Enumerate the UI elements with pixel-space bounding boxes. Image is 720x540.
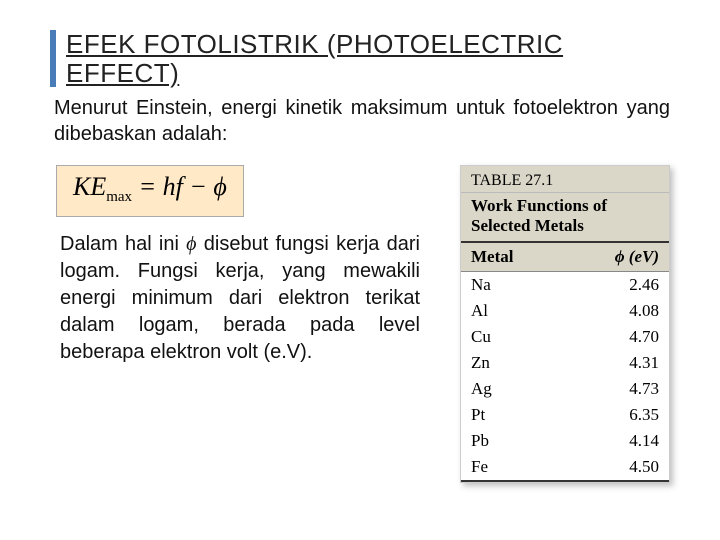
content-row: KEmax = hf − ϕ Dalam hal ini ϕ disebut f…: [50, 165, 670, 483]
table-row: Pb4.14: [461, 428, 669, 454]
slide-page: EFEK FOTOLISTRIK (PHOTOELECTRIC EFFECT) …: [0, 0, 720, 503]
title-line1: EFEK FOTOLISTRIK (PHOTOELECTRIC: [66, 29, 563, 59]
table-row: Zn4.31: [461, 350, 669, 376]
cell-phi: 4.31: [564, 350, 670, 376]
left-column: KEmax = hf − ϕ Dalam hal ini ϕ disebut f…: [50, 165, 420, 366]
cell-phi: 4.50: [564, 454, 670, 481]
table-row: Pt6.35: [461, 402, 669, 428]
cell-metal: Ag: [461, 376, 564, 402]
cell-metal: Pt: [461, 402, 564, 428]
cell-phi: 2.46: [564, 272, 670, 299]
cell-metal: Fe: [461, 454, 564, 481]
formula-sub: max: [106, 189, 132, 205]
table-number: TABLE 27.1: [461, 166, 669, 193]
body-paragraph: Dalam hal ini ϕ disebut fungsi kerja dar…: [60, 231, 420, 366]
table-row: Na2.46: [461, 272, 669, 299]
table-row: Cu4.70: [461, 324, 669, 350]
title-accent-bar: [50, 30, 56, 87]
work-function-table: TABLE 27.1 Work Functions of Selected Me…: [460, 165, 670, 483]
cell-metal: Pb: [461, 428, 564, 454]
table-caption: Work Functions of Selected Metals: [461, 193, 669, 241]
table-row: Ag4.73: [461, 376, 669, 402]
intro-paragraph: Menurut Einstein, energi kinetik maksimu…: [54, 95, 670, 147]
cell-phi: 4.70: [564, 324, 670, 350]
table-row: Al4.08: [461, 298, 669, 324]
page-title: EFEK FOTOLISTRIK (PHOTOELECTRIC EFFECT): [66, 30, 563, 87]
formula-hf: hf: [163, 172, 183, 201]
cell-metal: Na: [461, 272, 564, 299]
formula-lhs: KE: [73, 172, 106, 201]
title-block: EFEK FOTOLISTRIK (PHOTOELECTRIC EFFECT): [50, 30, 670, 87]
col-phi: ϕ (eV): [564, 242, 670, 272]
cell-phi: 4.73: [564, 376, 670, 402]
cell-metal: Zn: [461, 350, 564, 376]
para2-phi: ϕ: [186, 233, 196, 255]
formula-eq: =: [132, 172, 163, 201]
col-metal: Metal: [461, 242, 564, 272]
cell-metal: Cu: [461, 324, 564, 350]
para2-pre: Dalam hal ini: [60, 233, 186, 255]
title-line2: EFFECT): [66, 58, 179, 88]
cell-phi: 6.35: [564, 402, 670, 428]
formula-box: KEmax = hf − ϕ: [56, 165, 244, 217]
cell-phi: 4.08: [564, 298, 670, 324]
metals-table: Metal ϕ (eV) Na2.46 Al4.08 Cu4.70 Zn4.31…: [461, 241, 669, 482]
cell-phi: 4.14: [564, 428, 670, 454]
formula-minus: −: [183, 172, 214, 201]
cell-metal: Al: [461, 298, 564, 324]
table-row: Fe4.50: [461, 454, 669, 481]
formula-phi: ϕ: [213, 172, 226, 201]
